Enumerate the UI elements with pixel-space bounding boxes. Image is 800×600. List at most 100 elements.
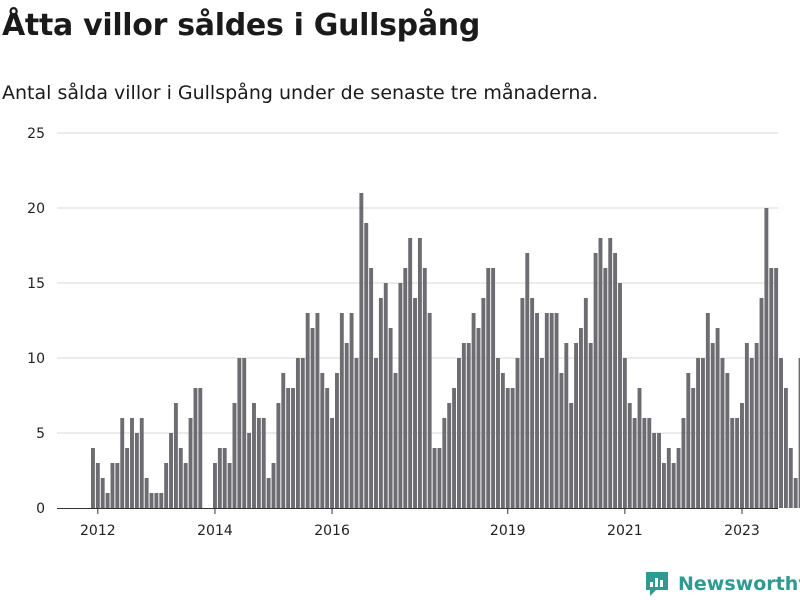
x-tick-label: 2021 — [607, 523, 643, 539]
chart-title: Åtta villor såldes i Gullspång — [2, 8, 481, 43]
bar — [344, 343, 349, 508]
bar — [437, 448, 442, 508]
bar — [149, 493, 154, 508]
bar — [271, 463, 276, 508]
x-tick-label: 2012 — [80, 523, 116, 539]
bar — [388, 328, 393, 508]
bar — [330, 418, 335, 508]
bar — [354, 358, 359, 508]
y-tick-label: 25 — [27, 126, 45, 142]
x-tick-label: 2016 — [314, 523, 350, 539]
bar — [125, 448, 130, 508]
x-axis-ticks: 2012201420162019202120232025 — [80, 508, 760, 539]
bar — [413, 298, 417, 508]
bar — [603, 268, 608, 508]
bar — [730, 418, 735, 508]
bar — [198, 388, 203, 508]
bar — [613, 253, 618, 508]
bar — [539, 358, 544, 508]
bar — [120, 418, 125, 508]
bar — [549, 313, 554, 508]
bar — [579, 328, 583, 508]
bar — [378, 298, 383, 508]
bar — [642, 418, 647, 508]
bar — [188, 418, 193, 508]
bar — [315, 313, 320, 508]
bar — [417, 238, 422, 508]
bar — [701, 358, 705, 508]
bar — [295, 358, 300, 508]
bar — [403, 268, 408, 508]
y-tick-label: 15 — [27, 276, 45, 292]
bar — [374, 358, 378, 508]
bar — [432, 448, 437, 508]
bar — [740, 403, 744, 508]
bar — [764, 208, 769, 508]
bar — [559, 373, 564, 508]
bar — [788, 448, 793, 508]
bar — [544, 313, 549, 508]
bar — [564, 343, 569, 508]
gridlines — [57, 132, 778, 434]
bar — [164, 463, 169, 508]
bar — [769, 268, 774, 508]
bar — [276, 403, 281, 508]
bar — [383, 283, 388, 508]
bar — [349, 313, 354, 508]
bar — [535, 313, 539, 508]
bar — [627, 403, 632, 508]
bar — [496, 358, 500, 508]
bar — [515, 358, 520, 508]
bar — [593, 253, 598, 508]
bar — [408, 238, 413, 508]
bar — [666, 448, 671, 508]
bar — [159, 493, 164, 508]
bar — [691, 388, 696, 508]
bar — [574, 343, 579, 508]
bar — [554, 313, 559, 508]
bar — [457, 358, 461, 508]
bar — [476, 328, 481, 508]
bar — [530, 298, 535, 508]
y-tick-label: 20 — [27, 201, 45, 217]
chart-subtitle: Antal sålda villor i Gullspång under de … — [2, 82, 599, 104]
brand-logo: Newsworthy — [644, 568, 800, 600]
x-tick-label: 2023 — [724, 523, 760, 539]
bar — [720, 358, 725, 508]
bar — [481, 298, 486, 508]
bar — [520, 298, 525, 508]
bar — [710, 343, 715, 508]
y-tick-label: 10 — [27, 351, 45, 367]
x-tick-label: 2014 — [197, 523, 233, 539]
bar — [505, 388, 510, 508]
bar — [320, 373, 325, 508]
bar — [618, 283, 622, 508]
bar — [105, 493, 110, 508]
bar — [798, 358, 800, 508]
bar — [681, 418, 686, 508]
bar — [217, 448, 222, 508]
bar — [715, 328, 720, 508]
bar — [588, 343, 593, 508]
bar — [305, 313, 310, 508]
bar — [144, 478, 149, 508]
bar — [310, 328, 315, 508]
bar — [466, 343, 471, 508]
bar — [359, 193, 364, 508]
bars — [91, 193, 800, 508]
bar — [705, 313, 710, 508]
bar — [110, 463, 115, 508]
bar — [427, 313, 432, 508]
bar — [744, 343, 749, 508]
bar — [569, 403, 574, 508]
bar — [452, 388, 457, 508]
bar — [286, 388, 291, 508]
bar — [393, 373, 398, 508]
bar — [256, 418, 261, 508]
bar — [657, 433, 661, 508]
bar — [637, 388, 642, 508]
bar — [774, 268, 779, 508]
y-axis-tick-labels: 0 5 10 15 20 25 — [27, 126, 45, 517]
bar — [793, 478, 798, 508]
bar — [154, 493, 159, 508]
